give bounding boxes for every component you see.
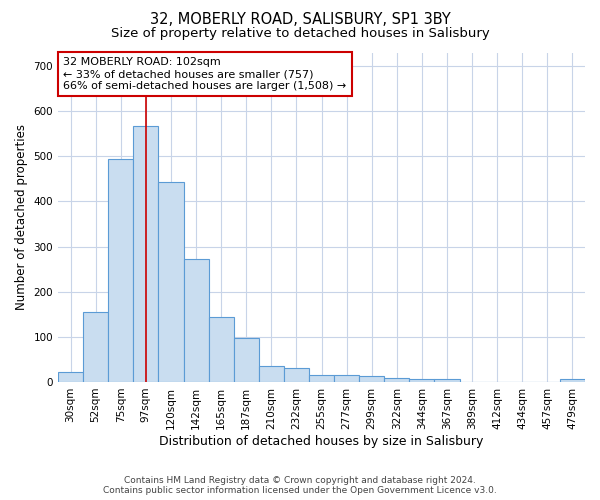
Bar (359, 376, 384, 382)
Bar (334, 375, 359, 382)
Bar (58, 372, 83, 382)
Bar (434, 380, 460, 382)
Bar (184, 258, 209, 382)
Bar (409, 380, 434, 382)
Bar (309, 375, 334, 382)
Y-axis label: Number of detached properties: Number of detached properties (15, 124, 28, 310)
Bar (560, 379, 585, 382)
Bar (259, 366, 284, 382)
Text: Contains HM Land Registry data © Crown copyright and database right 2024.
Contai: Contains HM Land Registry data © Crown c… (103, 476, 497, 495)
X-axis label: Distribution of detached houses by size in Salisbury: Distribution of detached houses by size … (160, 434, 484, 448)
Bar (108, 160, 133, 382)
Text: Size of property relative to detached houses in Salisbury: Size of property relative to detached ho… (110, 28, 490, 40)
Bar (83, 312, 108, 382)
Text: 32 MOBERLY ROAD: 102sqm
← 33% of detached houses are smaller (757)
66% of semi-d: 32 MOBERLY ROAD: 102sqm ← 33% of detache… (64, 58, 347, 90)
Bar (233, 338, 259, 382)
Text: 32, MOBERLY ROAD, SALISBURY, SP1 3BY: 32, MOBERLY ROAD, SALISBURY, SP1 3BY (149, 12, 451, 28)
Bar (158, 182, 184, 382)
Bar (133, 126, 158, 382)
Bar (284, 368, 309, 382)
Bar (384, 378, 409, 382)
Bar (209, 316, 233, 382)
